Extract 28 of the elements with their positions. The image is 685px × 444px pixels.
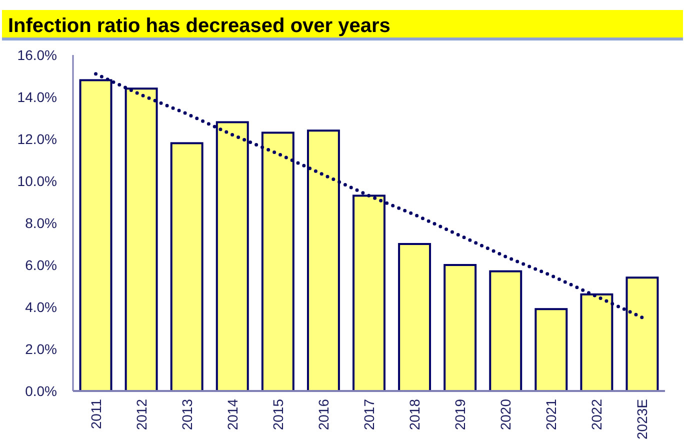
x-tick-label: 2021 — [543, 398, 560, 430]
x-tick-label: 2013 — [178, 398, 195, 430]
x-tick-label: 2012 — [133, 398, 150, 430]
y-tick-label: 12.0% — [17, 130, 57, 147]
y-tick-label: 10.0% — [17, 172, 57, 189]
y-tick-label: 16.0% — [17, 46, 57, 63]
bar — [398, 243, 432, 392]
x-tick-label: 2015 — [270, 398, 286, 430]
bar — [170, 142, 204, 392]
bar — [444, 264, 477, 392]
x-tick-label: 2016 — [315, 398, 332, 430]
y-tick-label: 2.0% — [25, 340, 57, 357]
x-tick-label: 2019 — [452, 398, 468, 430]
y-tick-label: 14.0% — [17, 88, 57, 105]
x-tick-label: 2023E — [634, 399, 650, 440]
y-tick-label: 4.0% — [25, 298, 57, 315]
bar — [534, 308, 568, 392]
chart-title: Infection ratio has decreased over years — [8, 15, 390, 37]
bar — [489, 270, 522, 392]
x-tick-label: 2011 — [88, 398, 104, 430]
y-tick-label: 0.0% — [25, 382, 57, 399]
y-tick-label: 6.0% — [25, 256, 57, 273]
x-tick-label: 2018 — [406, 398, 423, 430]
y-tick-label: 8.0% — [25, 214, 57, 231]
x-tick-label: 2020 — [498, 398, 514, 430]
x-tick-label: 2022 — [588, 398, 605, 430]
x-tick-label: 2017 — [361, 398, 377, 430]
x-tick-label: 2014 — [224, 398, 240, 430]
